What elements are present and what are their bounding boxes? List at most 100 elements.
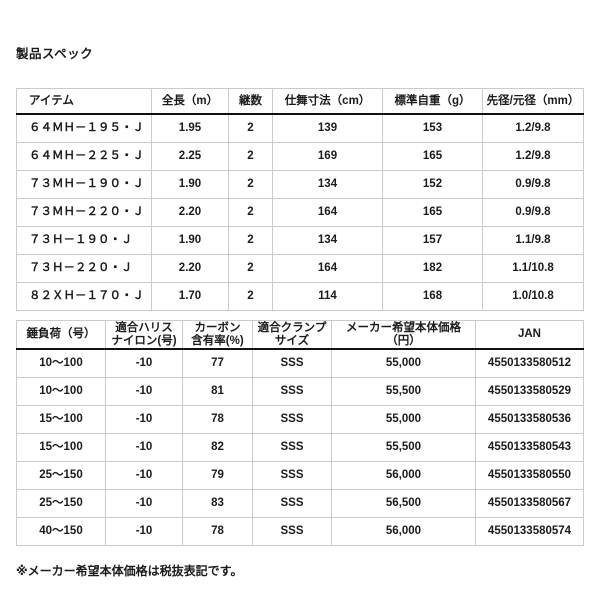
detail_table-row: 25～150 -10 79 SSS 56,000 4550133580550 bbox=[16, 461, 584, 490]
detail_table-row: 10～100 -10 77 SSS 55,000 4550133580512 bbox=[16, 348, 584, 378]
detail_table-cell: 15～100 bbox=[16, 405, 106, 434]
spec-table: アイテム 全長（m） 継数 仕舞寸法（cm） 標準自重（g） 先径/元径（mm） ６４ＭＨ… bbox=[16, 88, 584, 311]
spec_table-cell: 1.95 bbox=[151, 113, 229, 143]
detail_table-cell: 78 bbox=[182, 517, 253, 546]
spec_table-cell: 114 bbox=[272, 282, 383, 311]
spec_table-cell: 153 bbox=[382, 113, 483, 143]
price-tax-footnote: ※メーカー希望本体価格は税抜表記です。 bbox=[16, 564, 243, 578]
spec_table-cell: 2.25 bbox=[151, 142, 229, 171]
detail_table-cell: 55,000 bbox=[331, 405, 476, 434]
spec_table-cell: ７３Ｈ－１９０・Ｊ bbox=[16, 226, 152, 255]
spec_table-header-cell: アイテム bbox=[16, 88, 152, 115]
spec_table-cell: ６４ＭＨ－２２５・Ｊ bbox=[16, 142, 152, 171]
detail_table-header-cell: メーカー希望本体価格（円） bbox=[331, 320, 476, 350]
spec_table-row: ８２ＸＨ－１７０・Ｊ 1.70 2 114 168 1.0/10.8 bbox=[16, 282, 584, 311]
detail_table-cell: 40～150 bbox=[16, 517, 106, 546]
detail_table-cell: 83 bbox=[182, 489, 253, 518]
detail_table-cell: 56,000 bbox=[331, 517, 476, 546]
spec_table-cell: ６４ＭＨ－１９５・Ｊ bbox=[16, 113, 152, 143]
detail_table-header-cell: カーボン 含有率(%) bbox=[182, 320, 253, 350]
detail_table-cell: -10 bbox=[105, 489, 183, 518]
detail_table-cell: 4550133580536 bbox=[475, 405, 584, 434]
detail_table-cell: 56,500 bbox=[331, 489, 476, 518]
spec_table-cell: 2 bbox=[228, 282, 273, 311]
spec_table-cell: 1.90 bbox=[151, 170, 229, 199]
spec_table-cell: 1.2/9.8 bbox=[482, 142, 584, 171]
spec_table-cell: 134 bbox=[272, 170, 383, 199]
detail_table-cell: -10 bbox=[105, 517, 183, 546]
spec_table-cell: 2 bbox=[228, 226, 273, 255]
detail_table-row: 40～150 -10 78 SSS 56,000 4550133580574 bbox=[16, 517, 584, 546]
detail_table-row: 10～100 -10 81 SSS 55,500 4550133580529 bbox=[16, 377, 584, 406]
spec_table-cell: 2 bbox=[228, 113, 273, 143]
detail_table-cell: 78 bbox=[182, 405, 253, 434]
spec_table-cell: ７３Ｈ－２２０・Ｊ bbox=[16, 254, 152, 283]
detail_table-cell: 81 bbox=[182, 377, 253, 406]
detail_table-cell: 55,500 bbox=[331, 377, 476, 406]
detail-table-body: 10～100 -10 77 SSS 55,000 4550133580512 10～100-… bbox=[16, 348, 584, 546]
spec_table-cell: 1.70 bbox=[151, 282, 229, 311]
spec_table-cell: 1.2/9.8 bbox=[482, 113, 584, 143]
detail_table-cell: -10 bbox=[105, 348, 183, 378]
detail_table-cell: 25～150 bbox=[16, 489, 106, 518]
detail_table-cell: SSS bbox=[252, 377, 332, 406]
detail_table-cell: 55,000 bbox=[331, 348, 476, 378]
spec_table-cell: 1.1/9.8 bbox=[482, 226, 584, 255]
detail_table-cell: -10 bbox=[105, 433, 183, 462]
spec_table-cell: 168 bbox=[382, 282, 483, 311]
spec_table-cell: 157 bbox=[382, 226, 483, 255]
detail-table-header: 錘負荷（号） 適合ハリス ナイロン(号) カーボン 含有率(%) 適合クランプ サイズ… bbox=[16, 320, 584, 350]
spec_table-row: ７３Ｈ－２２０・Ｊ 2.20 2 164 182 1.1/10.8 bbox=[16, 254, 584, 283]
detail_table-cell: 56,000 bbox=[331, 461, 476, 490]
page-title: 製品スペック bbox=[16, 47, 94, 61]
detail_table-cell: 82 bbox=[182, 433, 253, 462]
spec_table-row: ６４ＭＨ－２２５・Ｊ 2.25 2 169 165 1.2/9.8 bbox=[16, 142, 584, 171]
spec_table-cell: 165 bbox=[382, 142, 483, 171]
detail_table-cell: 4550133580567 bbox=[475, 489, 584, 518]
spec_table-header-cell: 先径/元径（mm） bbox=[482, 88, 584, 115]
spec_table-cell: 2.20 bbox=[151, 198, 229, 227]
detail-table: 錘負荷（号） 適合ハリス ナイロン(号) カーボン 含有率(%) 適合クランプ サイズ… bbox=[16, 320, 584, 546]
spec_table-cell: 1.90 bbox=[151, 226, 229, 255]
detail_table-header-row: 錘負荷（号） 適合ハリス ナイロン(号) カーボン 含有率(%) 適合クランプ サイズ… bbox=[16, 320, 584, 350]
detail_table-row: 25～150 -10 83 SSS 56,500 4550133580567 bbox=[16, 489, 584, 518]
spec_table-cell: 2 bbox=[228, 170, 273, 199]
detail_table-cell: 10～100 bbox=[16, 348, 106, 378]
spec_table-cell: ８２ＸＨ－１７０・Ｊ bbox=[16, 282, 152, 311]
detail_table-cell: SSS bbox=[252, 405, 332, 434]
spec_table-header-row: アイテム 全長（m） 継数 仕舞寸法（cm） 標準自重（g） 先径/元径（mm） bbox=[16, 88, 584, 115]
detail_table-cell: SSS bbox=[252, 517, 332, 546]
detail_table-cell: -10 bbox=[105, 405, 183, 434]
detail_table-cell: 4550133580529 bbox=[475, 377, 584, 406]
detail_table-cell: 77 bbox=[182, 348, 253, 378]
detail_table-cell: SSS bbox=[252, 433, 332, 462]
detail_table-cell: 25～150 bbox=[16, 461, 106, 490]
detail_table-header-cell: JAN bbox=[475, 320, 584, 350]
spec_table-cell: 164 bbox=[272, 254, 383, 283]
spec_table-cell: ７３ＭＨ－１９０・Ｊ bbox=[16, 170, 152, 199]
spec_table-cell: 152 bbox=[382, 170, 483, 199]
spec_table-cell: 2.20 bbox=[151, 254, 229, 283]
detail_table-header-cell: 錘負荷（号） bbox=[16, 320, 106, 350]
spec_table-header-cell: 仕舞寸法（cm） bbox=[272, 88, 383, 115]
detail_table-cell: 4550133580550 bbox=[475, 461, 584, 490]
detail_table-header-cell: 適合クランプ サイズ bbox=[252, 320, 332, 350]
spec_table-cell: 169 bbox=[272, 142, 383, 171]
detail_table-cell: 10～100 bbox=[16, 377, 106, 406]
spec_table-cell: 165 bbox=[382, 198, 483, 227]
detail_table-cell: SSS bbox=[252, 489, 332, 518]
spec_table-cell: 0.9/9.8 bbox=[482, 170, 584, 199]
spec_table-cell: 182 bbox=[382, 254, 483, 283]
detail_table-cell: 4550133580574 bbox=[475, 517, 584, 546]
spec_table-row: ７３Ｈ－１９０・Ｊ 1.90 2 134 157 1.1/9.8 bbox=[16, 226, 584, 255]
detail_table-row: 15～100 -10 82 SSS 55,500 4550133580543 bbox=[16, 433, 584, 462]
detail_table-cell: 4550133580512 bbox=[475, 348, 584, 378]
spec_table-header-cell: 標準自重（g） bbox=[382, 88, 483, 115]
spec_table-cell: 134 bbox=[272, 226, 383, 255]
spec_table-cell: 164 bbox=[272, 198, 383, 227]
spec_table-cell: 1.1/10.8 bbox=[482, 254, 584, 283]
spec-table-header: アイテム 全長（m） 継数 仕舞寸法（cm） 標準自重（g） 先径/元径（mm） bbox=[16, 88, 584, 115]
spec_table-cell: 2 bbox=[228, 254, 273, 283]
spec_table-cell: 1.0/10.8 bbox=[482, 282, 584, 311]
